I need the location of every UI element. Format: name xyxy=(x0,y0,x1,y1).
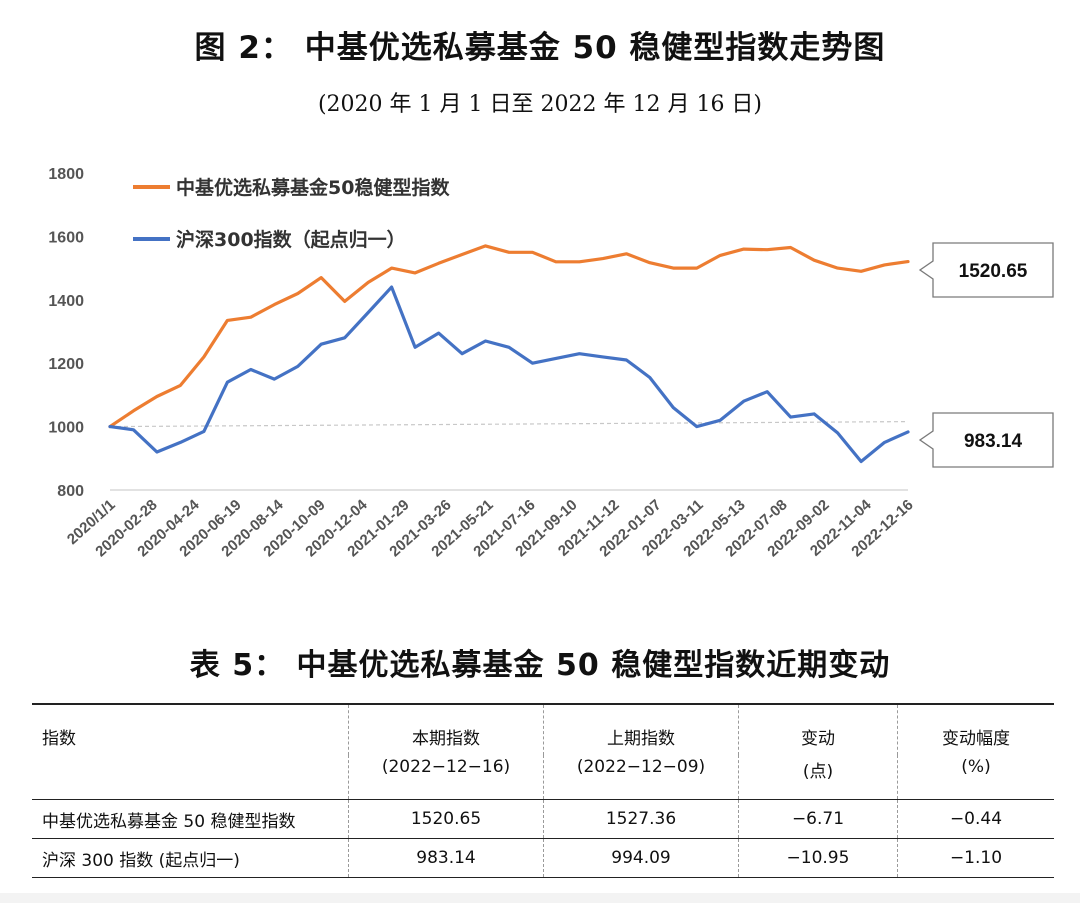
end-value-callout xyxy=(918,242,1054,298)
col-sub-index xyxy=(32,755,349,800)
legend-label: 中基优选私募基金50稳健型指数 xyxy=(176,176,450,199)
row-current: 983.14 xyxy=(348,838,544,878)
y-tick-label: 800 xyxy=(57,483,84,500)
y-tick-label: 1600 xyxy=(48,229,84,246)
row-pct: −1.10 xyxy=(897,838,1054,878)
end-value-label: 983.14 xyxy=(964,431,1023,452)
table-row: 中基优选私募基金 50 稳健型指数 1520.65 1527.36 −6.71 … xyxy=(32,799,1054,839)
col-header-pct: 变动幅度 xyxy=(897,703,1054,755)
row-name: 中基优选私募基金 50 稳健型指数 xyxy=(32,799,349,839)
figure-title: 图 2： 中基优选私募基金 50 稳健型指数走势图 xyxy=(194,30,886,66)
row-change: −6.71 xyxy=(738,799,898,839)
page-bottom-bar xyxy=(0,893,1080,903)
series-line-1 xyxy=(108,244,910,429)
y-tick-label: 1400 xyxy=(48,293,84,310)
row-current: 1520.65 xyxy=(348,799,544,839)
y-tick-label: 1200 xyxy=(48,356,84,373)
end-value-callout xyxy=(918,412,1054,468)
row-previous: 994.09 xyxy=(543,838,739,878)
col-header-previous: 上期指数 xyxy=(543,703,739,755)
row-name: 沪深 300 指数 (起点归一) xyxy=(32,838,349,878)
end-value-label: 1520.65 xyxy=(959,261,1028,282)
index-change-table: 指数 本期指数 上期指数 变动 变动幅度 (2022−12−16) (2022−… xyxy=(32,703,1054,878)
col-header-index: 指数 xyxy=(32,703,349,755)
row-previous: 1527.36 xyxy=(543,799,739,839)
table-title: 表 5： 中基优选私募基金 50 稳健型指数近期变动 xyxy=(189,648,891,683)
figure-subtitle: (2020 年 1 月 1 日至 2022 年 12 月 16 日) xyxy=(317,92,763,117)
row-change: −10.95 xyxy=(738,838,898,878)
table-row: 沪深 300 指数 (起点归一) 983.14 994.09 −10.95 −1… xyxy=(32,838,1054,878)
col-sub-pct: (%) xyxy=(897,755,1054,800)
col-sub-previous: (2022−12−09) xyxy=(543,755,739,800)
row-pct: −0.44 xyxy=(897,799,1054,839)
col-header-current: 本期指数 xyxy=(348,703,544,755)
col-header-change: 变动 xyxy=(738,703,898,755)
reference-line xyxy=(109,421,909,428)
legend-label: 沪深300指数（起点归一） xyxy=(176,228,406,251)
table-header-row: 指数 本期指数 上期指数 变动 变动幅度 xyxy=(32,703,1054,755)
series-line-2 xyxy=(108,285,910,464)
col-sub-change: (点) xyxy=(738,755,898,800)
col-sub-current: (2022−12−16) xyxy=(348,755,544,800)
y-tick-label: 1000 xyxy=(48,420,84,437)
line-chart: 800100012001400160018002020/1/12020-02-2… xyxy=(48,166,1054,560)
table-subheader-row: (2022−12−16) (2022−12−09) (点) (%) xyxy=(32,755,1054,800)
y-tick-label: 1800 xyxy=(48,166,84,183)
